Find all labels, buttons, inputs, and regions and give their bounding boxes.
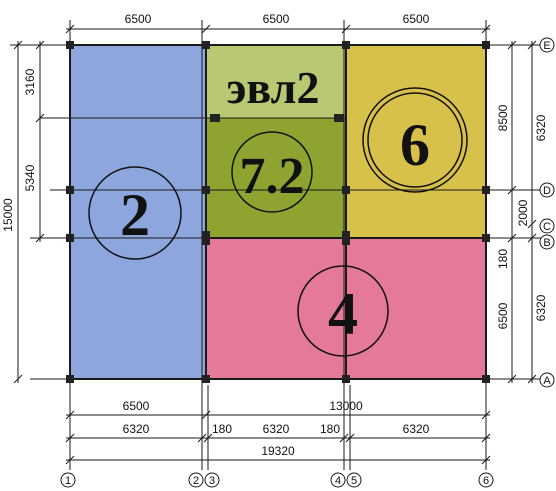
- col-axis-4: 4: [335, 475, 341, 487]
- row-axis-bubbles: [540, 38, 554, 387]
- bottom-dim-13000: 13000: [329, 399, 363, 413]
- top-dim-2: 6500: [263, 12, 290, 26]
- bottom-dim-6500: 6500: [123, 399, 150, 413]
- left-dim-3160: 3160: [23, 68, 37, 95]
- bottom-dim-180-a: 180: [212, 422, 232, 436]
- top-dim-1: 6500: [125, 12, 152, 26]
- bottom-dim-6320-a: 6320: [123, 422, 150, 436]
- col-axis-1: 1: [65, 475, 71, 487]
- row-axis-B: B: [543, 237, 550, 249]
- zone-6-label: 6: [400, 112, 430, 178]
- zone-2-label: 2: [120, 182, 150, 248]
- bottom-dim-6320-b: 6320: [263, 422, 290, 436]
- bottom-dim-6320-c: 6320: [403, 422, 430, 436]
- bottom-dim-19320: 19320: [261, 444, 295, 458]
- right-dim-6500: 6500: [496, 302, 510, 329]
- zone-72-label: 7.2: [240, 148, 305, 205]
- row-axis-E: E: [543, 40, 550, 52]
- col-axis-2: 2: [193, 475, 199, 487]
- col-axis-5: 5: [351, 475, 357, 487]
- row-axis-A: A: [543, 375, 551, 387]
- right-dim-2000: 2000: [516, 199, 530, 226]
- right-dim-180: 180: [496, 249, 510, 269]
- left-dim-15000: 15000: [1, 198, 15, 232]
- col-axis-3: 3: [209, 475, 215, 487]
- left-dim-5340: 5340: [23, 164, 37, 191]
- right-dim-6320-bottom: 6320: [534, 294, 548, 321]
- right-dim-8500: 8500: [496, 104, 510, 131]
- zone-evl2-label: эвл2: [227, 62, 320, 113]
- column-axis-bubbles: [61, 473, 493, 487]
- zone-4-label: 4: [328, 281, 358, 347]
- col-axis-6: 6: [483, 475, 489, 487]
- row-axis-D: D: [543, 185, 551, 197]
- top-dimension-line: [66, 25, 490, 33]
- bottom-dim-180-b: 180: [320, 422, 340, 436]
- row-axis-C: C: [543, 221, 551, 233]
- top-dim-3: 6500: [403, 12, 430, 26]
- right-dim-6320-top: 6320: [534, 114, 548, 141]
